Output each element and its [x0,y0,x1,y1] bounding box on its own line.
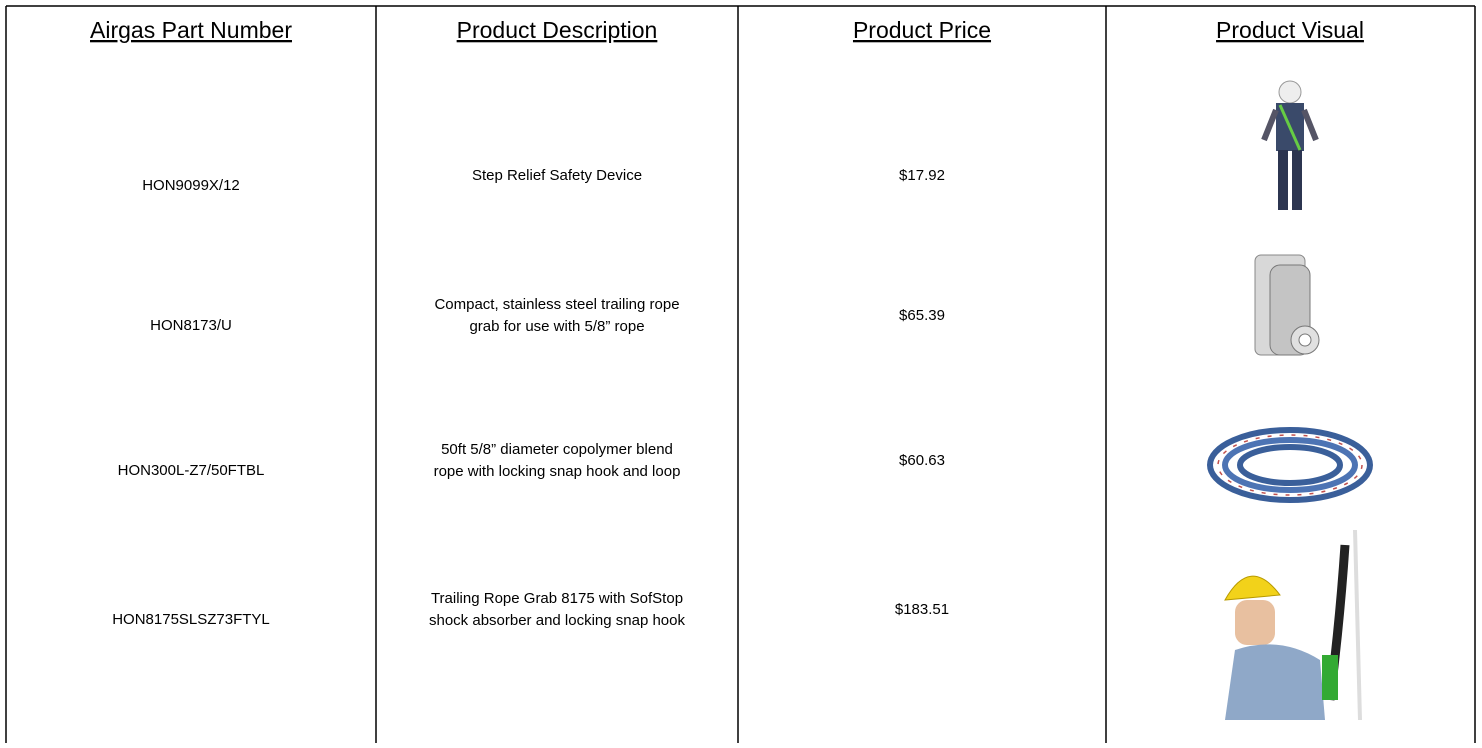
part-number: HON9099X/12 [142,177,240,194]
description: Trailing Rope Grab 8175 with SofStop [431,590,683,607]
price: $17.92 [899,167,945,184]
column-header: Airgas Part Number [90,17,292,43]
column-header: Product Visual [1216,17,1364,43]
part-number: HON8175SLSZ73FTYL [112,611,270,628]
column-header: Product Price [853,17,991,43]
price: $60.63 [899,452,945,469]
description: Compact, stainless steel trailing rope [434,296,679,313]
page: Airgas Part Number Product Description Pro… [0,0,1482,743]
product-image-rope [1210,430,1370,500]
description: rope with locking snap hook and loop [434,463,681,480]
description: Step Relief Safety Device [472,167,642,184]
column-header: Product Description [457,17,658,43]
description: shock absorber and locking snap hook [429,612,685,629]
description: 50ft 5/8” diameter copolymer blend [441,441,673,458]
price: $183.51 [895,601,949,618]
description: grab for use with 5/8” rope [469,318,644,335]
product-image-rope-grab [1255,255,1319,355]
part-number: HON300L-Z7/50FTBL [118,462,265,479]
part-number: HON8173/U [150,317,232,334]
product-image-worker [1225,530,1360,720]
product-image-harness [1264,81,1316,210]
price: $65.39 [899,307,945,324]
